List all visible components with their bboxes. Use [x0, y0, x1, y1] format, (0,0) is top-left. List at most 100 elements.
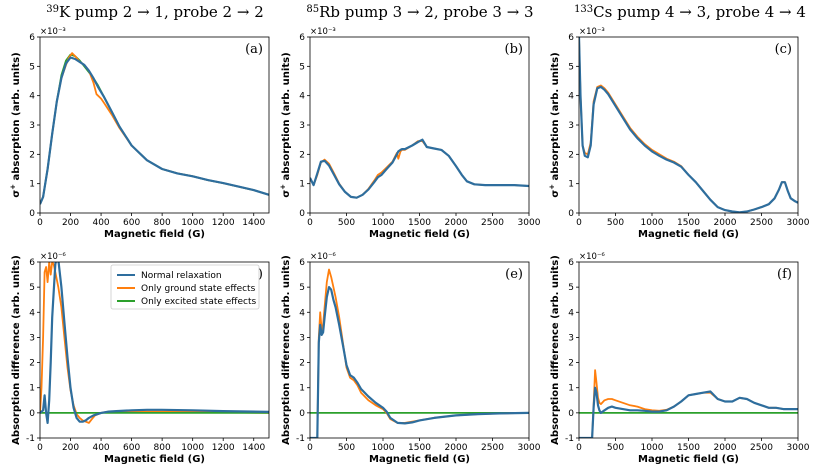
title-text: Rb pump 3 → 2, probe 3 → 3	[319, 3, 534, 21]
x-tick-label: 500	[338, 443, 355, 453]
x-tick-label: 1500	[677, 218, 700, 228]
x-tick-label: 0	[307, 443, 313, 453]
axes-frame	[578, 261, 799, 439]
y-tick-label: 6	[29, 33, 35, 43]
x-tick-label: 1400	[242, 218, 265, 228]
panel-title: 85Rb pump 3 → 2, probe 3 → 3	[306, 3, 533, 21]
panel-title: 39K pump 2 → 1, probe 2 → 2	[46, 3, 264, 21]
axis-exponent: ×10⁻³	[40, 27, 66, 37]
series-line-normal	[579, 386, 798, 438]
series-group	[579, 369, 798, 438]
panel-letter: (f)	[777, 267, 792, 282]
x-tick-label: 1500	[677, 443, 700, 453]
x-tick-label: 3000	[787, 443, 810, 453]
x-tick-label: 1500	[408, 443, 431, 453]
y-tick-label: -1	[26, 434, 35, 444]
y-tick-label: 1	[29, 180, 35, 190]
legend-box	[110, 264, 260, 310]
title-isotope: 85	[306, 4, 319, 15]
axis-exponent: ×10⁻³	[310, 27, 336, 37]
panel-letter: (a)	[245, 42, 263, 57]
x-tick-label: 1000	[641, 218, 664, 228]
panel-a: 39K pump 2 → 1, probe 2 → 2 0 200 400 600 800…	[9, 3, 270, 240]
y-tick-label: 4	[568, 92, 574, 102]
y-tick-label: 2	[29, 150, 35, 160]
x-tick-label: 400	[92, 218, 109, 228]
y-tick-label: 5	[568, 62, 574, 72]
series-line-ground	[40, 52, 269, 205]
x-tick-label: 500	[338, 218, 355, 228]
y-axis-label: σ+ absorption (arb. units)	[548, 52, 561, 197]
y-tick-label: 3	[299, 121, 305, 131]
y-tick-label: 1	[568, 384, 574, 394]
y-tick-label: 4	[29, 308, 35, 318]
panel-letter: (b)	[505, 42, 523, 57]
x-tick-label: 1000	[372, 218, 395, 228]
y-tick-label: 0	[568, 409, 574, 419]
x-tick-label: 1000	[181, 218, 204, 228]
legend-entry-excited: Only excited state effects	[141, 297, 257, 307]
x-tick-label: 3000	[787, 218, 810, 228]
axes-frame	[578, 36, 799, 214]
y-tick-label: -1	[565, 434, 574, 444]
y-axis-label: Absorption difference (arb. units)	[281, 255, 292, 445]
y-tick-label: 4	[29, 92, 35, 102]
series-group	[310, 268, 529, 438]
x-tick-label: 2500	[750, 218, 773, 228]
y-axis-label: σ+ absorption (arb. units)	[9, 52, 22, 197]
axis-exponent: ×10⁻⁶	[579, 252, 605, 262]
y-tick-label: 0	[29, 409, 35, 419]
axis-exponent: ×10⁻⁶	[40, 252, 66, 262]
y-tick-label: 3	[29, 121, 35, 131]
y-tick-label: 2	[29, 359, 35, 369]
series-line-normal	[40, 56, 269, 205]
y-tick-label: 4	[568, 308, 574, 318]
y-tick-label: 5	[568, 283, 574, 293]
x-tick-label: 3000	[518, 218, 541, 228]
y-tick-label: 3	[299, 333, 305, 343]
axis-exponent: ×10⁻³	[579, 27, 605, 37]
x-tick-label: 500	[607, 443, 624, 453]
legend-entry-ground: Only ground state effects	[141, 284, 256, 294]
y-axis-label: σ+ absorption (arb. units)	[279, 52, 292, 197]
panel-title: 133Cs pump 4 → 3, probe 4 → 4	[574, 3, 806, 21]
y-tick-label: 1	[299, 180, 305, 190]
panel-letter: (e)	[505, 267, 523, 282]
x-tick-label: 600	[123, 443, 140, 453]
axis-exponent: ×10⁻⁶	[310, 252, 336, 262]
series-line-excited	[40, 53, 269, 205]
y-tick-label: 6	[299, 258, 305, 268]
x-tick-label: 2000	[445, 443, 468, 453]
series-group	[40, 52, 269, 205]
series-group	[40, 262, 269, 424]
x-tick-label: 2500	[481, 218, 504, 228]
y-tick-label: 1	[29, 384, 35, 394]
y-tick-label: 0	[299, 209, 305, 219]
y-tick-label: 4	[299, 308, 305, 318]
axes-frame	[39, 261, 270, 439]
y-tick-label: 2	[299, 359, 305, 369]
series-line-normal	[40, 262, 269, 424]
series-line-ground	[579, 37, 798, 213]
y-tick-label: 6	[568, 33, 574, 43]
x-tick-label: 200	[62, 218, 79, 228]
x-tick-label: 500	[607, 218, 624, 228]
panel-f: 0 500 1000 1500 2000 2500 3000-10123456×10⁻⁶Ma…	[550, 252, 810, 465]
y-tick-label: 5	[299, 283, 305, 293]
x-tick-label: 0	[37, 218, 43, 228]
y-tick-label: 0	[299, 409, 305, 419]
panel-c: 133Cs pump 4 → 3, probe 4 → 40 500 1000 150…	[548, 3, 810, 240]
x-tick-label: 0	[307, 218, 313, 228]
y-tick-label: 5	[299, 62, 305, 72]
x-tick-label: 2500	[481, 443, 504, 453]
series-line-ground	[579, 369, 798, 438]
x-tick-label: 1400	[242, 443, 265, 453]
x-tick-label: 1200	[212, 443, 235, 453]
y-tick-label: 2	[568, 150, 574, 160]
y-tick-label: 6	[299, 33, 305, 43]
y-tick-label: 6	[568, 258, 574, 268]
x-tick-label: 800	[154, 443, 171, 453]
axes-frame	[309, 36, 530, 214]
panel-b: 85Rb pump 3 → 2, probe 3 → 3 0 500 1000 1500…	[279, 3, 541, 240]
series-line-normal	[579, 37, 798, 213]
